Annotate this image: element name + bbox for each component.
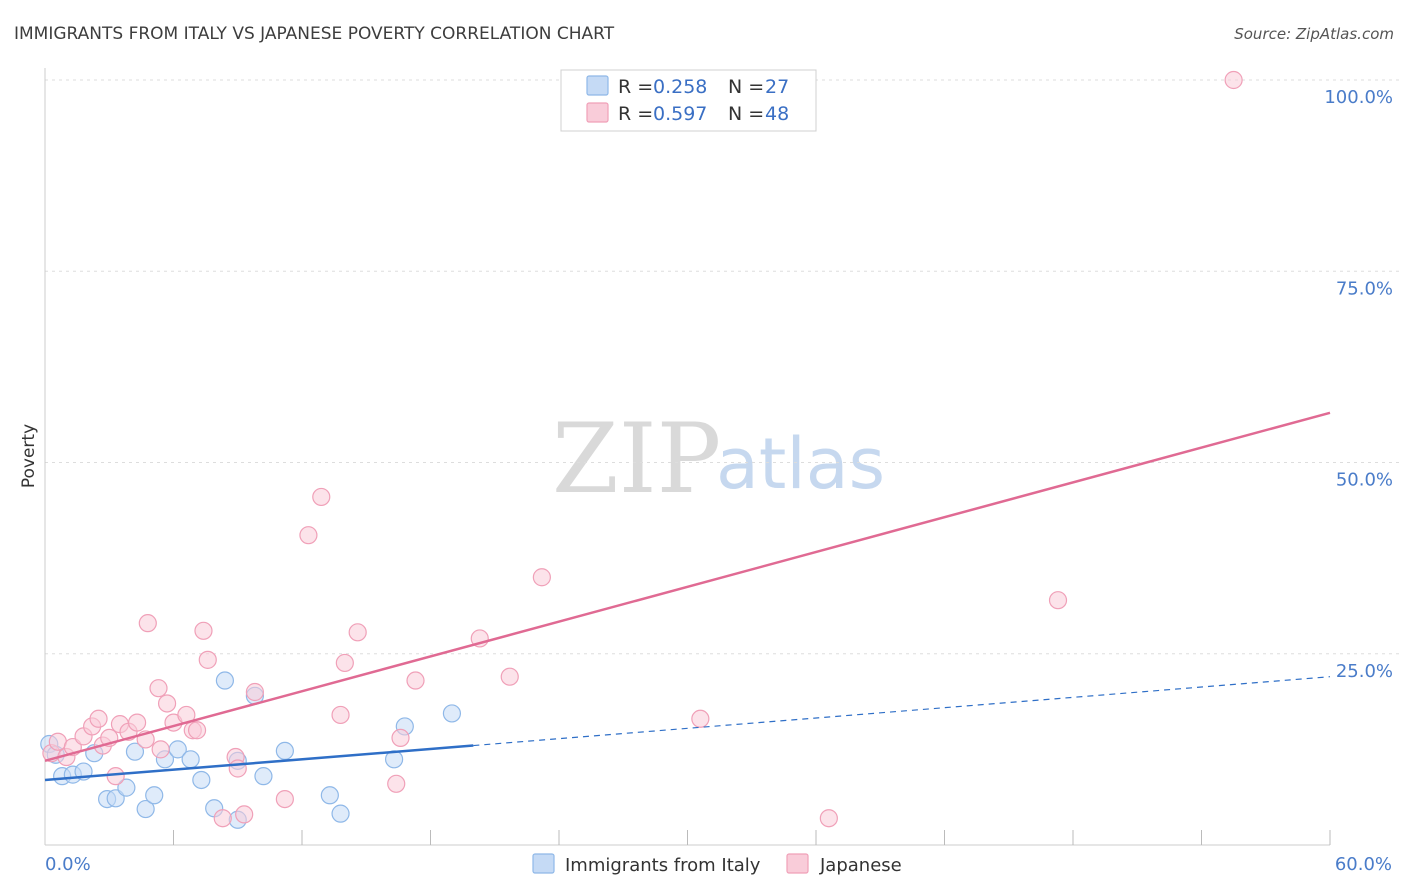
japanese-point [157, 694, 177, 713]
series-legend: Immigrants from Italy Japanese [532, 853, 902, 876]
japanese-point [387, 774, 406, 793]
y-tick-label: 100.0% [1324, 87, 1393, 108]
chart-source: Source: ZipAtlas.com [1234, 25, 1394, 43]
japanese-point [198, 650, 217, 669]
japanese-point [187, 721, 207, 740]
japanese-point [149, 679, 168, 698]
x-tick-label-min: 0.0% [45, 854, 91, 875]
italy-trend-line-extension [473, 676, 1331, 747]
y-tick-label: 75.0% [1336, 278, 1393, 299]
italy-point [106, 789, 125, 808]
japanese-point [194, 621, 213, 640]
japanese-point [245, 682, 264, 702]
japanese-point [406, 671, 425, 690]
legend-swatch-italy [586, 75, 609, 96]
italy-point [275, 741, 294, 761]
watermark: ZIP atlas [552, 403, 885, 515]
japanese-point [89, 709, 108, 728]
japanese-point [127, 713, 147, 732]
y-tick-label: 25.0% [1336, 661, 1393, 682]
japanese-point [691, 709, 710, 728]
japanese-point [275, 789, 294, 809]
x-tick-label-max: 60.0% [1335, 854, 1392, 875]
legend-r-value-italy: 0.258 [653, 76, 707, 98]
stats-legend: R = 0.258 N = 27 R = 0.597 N = 48 [560, 69, 817, 132]
japanese-point [299, 526, 318, 545]
japanese-point [1048, 591, 1068, 610]
chart-title: IMMIGRANTS FROM ITALY VS JAPANESE POVERT… [14, 24, 615, 44]
series-legend-label-italy: Immigrants from Italy [565, 855, 761, 876]
japanese-point [312, 487, 331, 507]
watermark-atlas: atlas [716, 423, 885, 505]
japanese-point [348, 623, 367, 642]
japanese-point [532, 568, 551, 587]
japanese-point [1224, 70, 1243, 90]
italy-point [215, 671, 234, 690]
series-legend-swatch-italy [532, 853, 555, 874]
italy-point [320, 786, 339, 805]
japanese-point [500, 667, 519, 686]
japanese-point [235, 805, 254, 824]
italy-point [254, 767, 273, 786]
legend-r-label-japanese: R = [618, 103, 653, 125]
trend-layer [44, 411, 1331, 782]
japanese-point [151, 740, 170, 759]
japanese-point [819, 809, 838, 828]
italy-point [125, 742, 145, 761]
italy-point [442, 704, 462, 723]
japanese-point [331, 705, 350, 725]
japanese-point [138, 614, 157, 633]
italy-trend-line [44, 744, 474, 782]
y-axis-label: Poverty [19, 424, 39, 488]
grid [45, 79, 1400, 655]
italy-point [331, 804, 350, 823]
legend-n-value-japanese: 48 [765, 103, 789, 125]
watermark-zip: ZIP [552, 403, 721, 515]
japanese-point [106, 767, 125, 786]
y-tick-labels: 25.0% 50.0% 75.0% 100.0% [1324, 87, 1393, 682]
italy-point [145, 786, 164, 805]
japanese-trend-line [44, 411, 1331, 763]
italy-point [136, 799, 155, 819]
japanese-point [213, 809, 232, 828]
japanese-point [228, 759, 247, 778]
legend-r-value-japanese: 0.597 [653, 103, 707, 125]
italy-point [192, 770, 211, 790]
series-legend-swatch-japanese [786, 853, 809, 874]
legend-n-label-italy: N = [728, 76, 764, 98]
legend-n-label-japanese: N = [728, 103, 764, 125]
y-tick-label: 50.0% [1336, 470, 1393, 491]
series-legend-label-japanese: Japanese [819, 855, 902, 876]
legend-r-label-italy: R = [618, 76, 653, 98]
italy-point [117, 778, 136, 797]
japanese-point [335, 653, 354, 673]
italy-point [181, 750, 200, 769]
x-ticks [173, 830, 1331, 845]
legend-n-value-italy: 27 [765, 76, 789, 98]
legend-swatch-japanese [586, 102, 609, 123]
japanese-point [391, 728, 410, 748]
